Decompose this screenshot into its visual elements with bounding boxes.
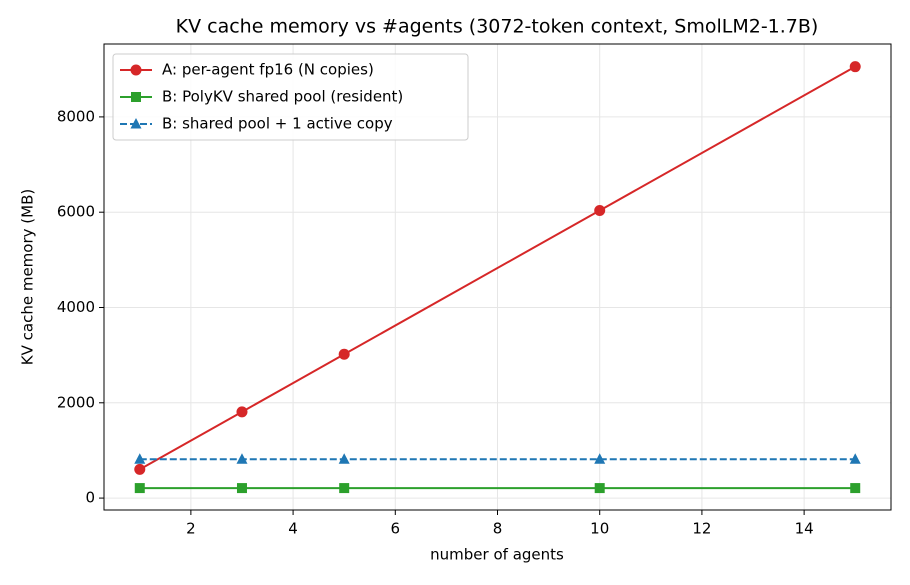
x-tick-label: 6 [391,520,401,538]
chart-title: KV cache memory vs #agents (3072-token c… [176,16,819,38]
marker [130,64,142,76]
marker [338,453,350,464]
marker [134,463,146,475]
marker [849,61,861,73]
y-axis-label: KV cache memory (MB) [19,189,37,365]
marker [594,483,605,494]
x-tick-label: 12 [692,520,711,538]
marker [339,483,350,494]
x-tick-label: 4 [288,520,298,538]
marker [131,92,141,102]
plot-frame [103,43,892,511]
marker [850,483,861,494]
x-tick-label: 8 [493,520,503,538]
x-tick-label: 10 [590,520,609,538]
legend-label: B: shared pool + 1 active copy [162,115,393,133]
legend-label: A: per-agent fp16 (N copies) [162,61,374,79]
y-tick-label: 2000 [57,393,95,411]
marker [594,453,606,464]
marker [338,348,350,360]
marker [134,483,145,494]
marker [236,483,247,494]
marker [134,453,146,464]
y-tick-label: 4000 [57,298,95,316]
marker [130,118,142,129]
legend-label: B: PolyKV shared pool (resident) [162,88,403,106]
y-tick-label: 8000 [57,107,95,125]
marker [236,406,248,418]
y-tick-label: 0 [85,489,95,507]
y-tick-label: 6000 [57,203,95,221]
marker [236,453,248,464]
x-tick-label: 14 [795,520,814,538]
x-tick-label: 2 [186,520,196,538]
marker [849,453,861,464]
legend-box [112,53,469,141]
x-axis-label: number of agents [430,546,564,564]
marker [594,204,606,216]
